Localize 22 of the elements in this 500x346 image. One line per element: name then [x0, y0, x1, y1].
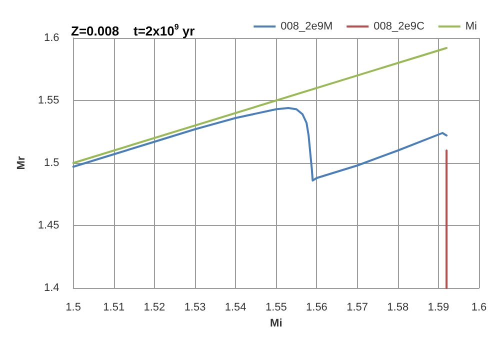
y-axis-title: Mr: [16, 156, 28, 170]
y-tick-label: 1.55: [38, 94, 60, 106]
y-tick-label: 1.4: [44, 282, 60, 294]
y-tick-label: 1.45: [38, 220, 60, 232]
x-tick-label: 1.59: [428, 302, 450, 314]
y-tick-label: 1.5: [44, 157, 60, 169]
x-tick-label: 1.58: [387, 302, 409, 314]
x-axis-title: Mi: [270, 317, 282, 330]
legend-label: 008_2e9C: [374, 20, 424, 32]
x-tick-label: 1.56: [306, 302, 328, 314]
x-tick-label: 1.6: [471, 302, 487, 314]
y-tick-label: 1.6: [44, 32, 60, 44]
x-tick-label: 1.51: [103, 302, 125, 314]
legend-label: 008_2e9M: [280, 20, 333, 32]
x-tick-label: 1.55: [265, 302, 287, 314]
x-tick-label: 1.54: [224, 302, 246, 314]
legend-label: Mi: [465, 20, 477, 32]
line-series: [72, 107, 448, 182]
x-tick-label: 1.5: [66, 302, 81, 314]
x-tick-label: 1.52: [144, 302, 166, 314]
x-tick-label: 1.57: [346, 302, 368, 314]
x-tick-label: 1.53: [184, 302, 206, 314]
